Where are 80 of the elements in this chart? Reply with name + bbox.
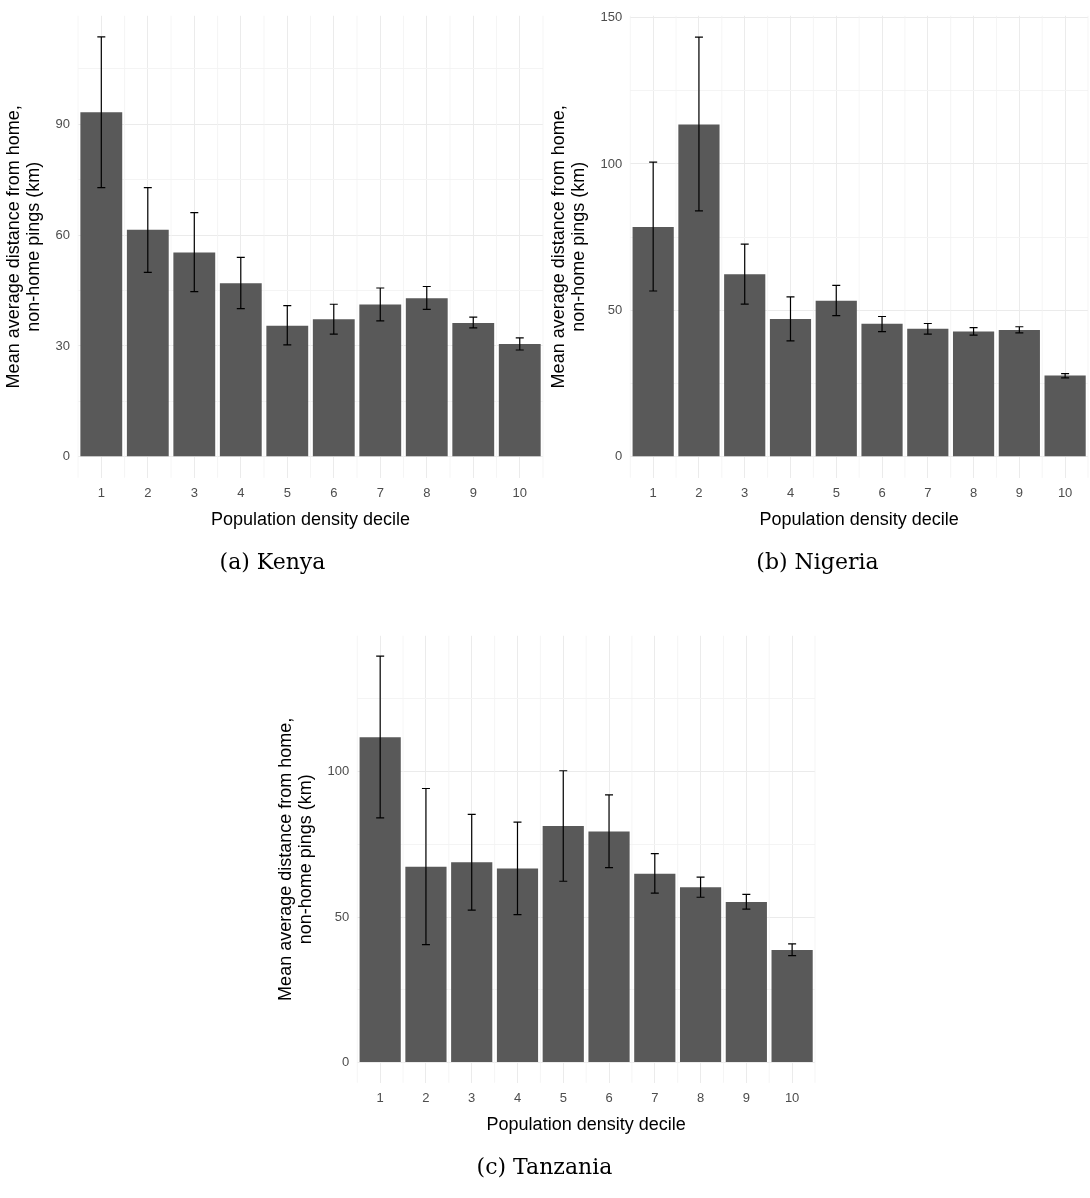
y-axis-title: Mean average distance from home, non-home pings (km) (2, 105, 43, 389)
y-tick-label: 60 (55, 226, 71, 242)
bar (771, 949, 813, 1062)
bar (266, 325, 309, 457)
x-tick-label: 10 (512, 485, 527, 501)
bar (498, 344, 541, 457)
x-tick-label: 10 (1057, 485, 1073, 501)
bar (452, 323, 495, 457)
x-tick-label: 4 (786, 485, 795, 501)
bar (359, 304, 402, 457)
x-tick-label: 5 (832, 485, 840, 501)
bar (1044, 375, 1086, 457)
bar (542, 826, 584, 1062)
x-tick-label: 6 (878, 485, 886, 501)
y-tick-label: 50 (607, 301, 623, 317)
x-tick-label: 5 (283, 485, 291, 501)
x-tick-label: 6 (605, 1090, 613, 1106)
bar (451, 862, 493, 1062)
x-tick-label: 3 (190, 485, 198, 501)
x-tick-label: 1 (649, 485, 657, 501)
x-tick-label: 7 (651, 1090, 659, 1106)
x-tick-label: 1 (97, 485, 105, 501)
x-tick-label: 2 (695, 485, 703, 501)
text: (c) Tanzania (476, 1154, 613, 1179)
bar (678, 124, 720, 457)
bar (815, 300, 857, 457)
y-tick-label: 100 (327, 763, 350, 779)
x-tick-label: 7 (924, 485, 932, 501)
bar (312, 319, 355, 457)
bar (861, 323, 903, 457)
x-tick-label: 8 (423, 485, 431, 501)
bar (126, 229, 169, 457)
bar (725, 901, 767, 1062)
bar (219, 283, 262, 457)
y-axis-title: Mean average distance from home, non-home pings (km) (547, 105, 588, 389)
bar (679, 887, 722, 1062)
y-tick-label: 50 (334, 908, 350, 924)
y-tick-label: 0 (62, 448, 71, 464)
x-tick-label: 5 (559, 1090, 567, 1106)
bar (496, 868, 539, 1062)
text: (b) Nigeria (756, 549, 879, 574)
bar (359, 737, 401, 1062)
x-tick-label: 8 (969, 485, 978, 501)
x-tick-label: 9 (1015, 485, 1023, 501)
x-tick-label: 9 (742, 1090, 750, 1106)
bar (405, 866, 447, 1062)
bar (724, 274, 766, 457)
bar (634, 873, 676, 1062)
x-tick-label: 8 (696, 1090, 705, 1106)
bar (588, 831, 630, 1062)
y-axis-title: Mean average distance from home, non-home pings (km) (274, 717, 315, 1001)
bar (998, 329, 1040, 457)
y-tick-label: 0 (615, 448, 623, 464)
x-tick-label: 4 (237, 485, 245, 501)
x-tick-label: 7 (376, 485, 384, 501)
bar (80, 112, 123, 457)
text: (a) Kenya (219, 549, 326, 574)
y-tick-label: 30 (55, 337, 71, 353)
bar (405, 298, 448, 457)
x-tick-label: 2 (144, 485, 152, 501)
x-tick-label: 3 (741, 485, 749, 501)
bar (907, 328, 949, 457)
x-tick-label: 4 (513, 1090, 522, 1106)
bar (632, 226, 674, 457)
y-tick-label: 100 (600, 155, 623, 171)
x-axis-title: Population density decile (210, 509, 411, 530)
x-tick-label: 3 (468, 1090, 476, 1106)
y-tick-label: 90 (55, 115, 71, 131)
y-tick-label: 0 (342, 1054, 350, 1070)
bar (952, 331, 995, 457)
x-axis-title: Population density decile (486, 1114, 686, 1135)
y-tick-label: 150 (600, 9, 623, 25)
x-tick-label: 6 (330, 485, 338, 501)
bar (769, 319, 812, 457)
x-tick-label: 2 (422, 1090, 430, 1106)
x-tick-label: 9 (469, 485, 477, 501)
x-tick-label: 1 (376, 1090, 384, 1106)
bar (173, 252, 216, 457)
x-axis-title: Population density decile (759, 509, 959, 530)
x-tick-label: 10 (784, 1090, 800, 1106)
